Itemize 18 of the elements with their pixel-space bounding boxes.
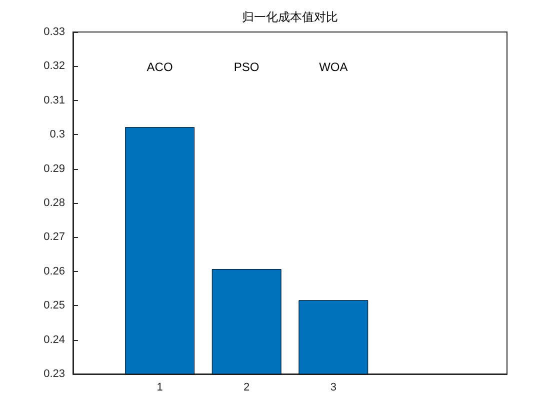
annotation: WOA <box>319 60 348 74</box>
y-tick-label: 0.33 <box>44 26 65 38</box>
x-tick-label: 3 <box>330 382 336 394</box>
y-tick-label: 0.24 <box>44 334 65 346</box>
x-tick-label: 2 <box>244 382 250 394</box>
y-tick-label: 0.29 <box>44 162 65 175</box>
y-tick-label: 0.28 <box>44 197 65 209</box>
y-tick-label: 0.27 <box>44 231 65 244</box>
chart-title: 归一化成本值对比 <box>242 10 338 24</box>
y-tick-label: 0.32 <box>44 60 65 72</box>
x-tick-label: 1 <box>156 382 163 394</box>
y-tick-label: 0.25 <box>44 300 65 312</box>
y-tick-label: 0.26 <box>44 265 65 278</box>
annotation: PSO <box>234 60 260 74</box>
y-tick-label: 0.3 <box>50 128 65 141</box>
y-tick-label: 0.31 <box>44 94 65 106</box>
annotation: ACO <box>146 60 173 74</box>
y-tick-label: 0.23 <box>44 368 65 380</box>
